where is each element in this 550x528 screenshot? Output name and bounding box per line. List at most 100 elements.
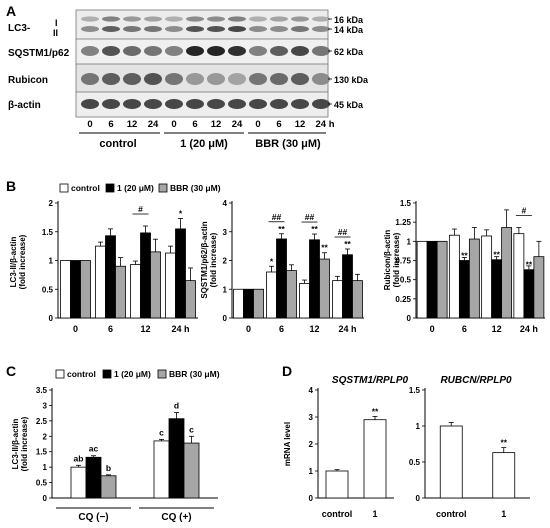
y-tick-label: 1: [43, 463, 48, 472]
y-tick-label: 1.5: [36, 448, 48, 457]
bar: [491, 259, 503, 319]
y-axis-title-unit: (fold increase): [20, 416, 29, 471]
bar: [253, 288, 264, 319]
significance-mark: **: [278, 224, 285, 234]
blot-band: [207, 73, 225, 85]
bar: [233, 288, 244, 319]
blot-band: [144, 73, 162, 85]
blot-band: [228, 26, 246, 32]
y-axis-title-unit: (fold increase): [209, 232, 218, 287]
legend-swatch-compound1: [105, 183, 115, 193]
y-axis-title: mRNA level: [283, 422, 292, 466]
significance-mark: *: [179, 209, 183, 219]
blot-group-bbr: BBR (30 μM): [255, 138, 321, 150]
panel-label-b: B: [6, 178, 16, 194]
blot-group-compound1: 1 (20 μM): [180, 138, 228, 150]
y-tick-label: 2.5: [36, 417, 48, 426]
y-tick-label: 2: [43, 432, 48, 441]
chart-3: 0 0.25 0.5 0.75 1 1.25 1.5 Rubicon/β-actin (fold…: [383, 199, 545, 334]
blot-time-label: 24: [148, 119, 159, 130]
x-tick-label: 6: [279, 324, 284, 334]
legend-swatch-control: [55, 369, 65, 379]
x-tick-label: CQ (−): [78, 512, 108, 523]
chart-title-sqstm1: SQSTM1/RPLP0: [332, 375, 409, 386]
y-tick-label: 2: [49, 199, 54, 208]
significance-letter: b: [106, 463, 111, 473]
bar: [80, 260, 91, 319]
blot-band: [249, 73, 267, 85]
y-tick-label: 0.5: [400, 276, 412, 285]
blot-band: [102, 73, 120, 85]
bar: [325, 470, 349, 499]
significance-mark: **: [344, 239, 351, 249]
blot-time-label: 0: [171, 119, 176, 130]
blot-time-label: 0: [255, 119, 260, 130]
y-tick-label: 1.5: [42, 228, 54, 237]
blot-band: [186, 16, 204, 22]
blot-band-mark-ii: II: [53, 28, 58, 38]
significance-mark: #: [138, 204, 143, 214]
x-tick-label: 0: [73, 324, 78, 334]
bar: [481, 235, 493, 319]
blot-time-label: 12: [211, 119, 222, 130]
y-tick-label: 3.5: [36, 386, 48, 395]
bar: [492, 452, 516, 499]
legend-label-compound1: 1 (20 μM): [117, 183, 154, 193]
significance-letter: c: [159, 427, 164, 437]
blot-band: [270, 26, 288, 32]
bar: [458, 260, 470, 319]
blot-band: [165, 73, 183, 85]
blot-band: [81, 73, 99, 85]
blot-band: [270, 99, 288, 109]
significance-mark: ##: [338, 227, 348, 237]
blot-band: [123, 46, 141, 56]
bar: [276, 238, 287, 319]
bar: [426, 240, 438, 319]
blot-band: [186, 26, 204, 32]
bar: [439, 425, 463, 499]
significance-letter: ab: [74, 453, 84, 463]
y-tick-label: 2: [309, 440, 314, 449]
y-tick-label: 1.5: [409, 386, 421, 395]
y-tick-label: 0.5: [42, 285, 54, 294]
y-tick-label: 2: [223, 257, 228, 266]
chart-6: 0 0.5 1 1.5 control 1 **: [409, 386, 530, 519]
bar: [185, 280, 196, 319]
blot-bands: [81, 16, 330, 109]
blot-strip-lc3: [75, 9, 329, 41]
y-tick-label: 0.25: [395, 295, 411, 304]
bar: [299, 283, 310, 319]
blot-time-label: 0: [87, 119, 92, 130]
x-tick-label: 24 h: [171, 324, 189, 334]
blot-group-control: control: [99, 138, 136, 150]
x-tick-label: 12: [492, 324, 502, 334]
blot-label-actin: β-actin: [8, 100, 41, 111]
y-tick-label: 1: [49, 257, 54, 266]
blot-band: [144, 16, 162, 22]
y-tick-label: 3: [43, 401, 48, 410]
blot-time-label: 12: [295, 119, 306, 130]
x-tick-label: 24 h: [338, 324, 356, 334]
blot-band: [186, 46, 204, 56]
blot-band: [144, 26, 162, 32]
blot-band: [249, 26, 267, 32]
blot-band: [249, 99, 267, 109]
x-tick-label: 6: [108, 324, 113, 334]
x-tick-label: CQ (+): [161, 512, 191, 523]
blot-time-label: 24 h: [315, 119, 334, 130]
bar: [416, 240, 428, 319]
blot-band: [291, 73, 309, 85]
bar: [332, 280, 343, 319]
bar: [60, 260, 71, 319]
panel-label-c: C: [6, 363, 16, 379]
significance-mark: **: [500, 438, 507, 448]
bar: [342, 254, 353, 319]
blot-band: [291, 16, 309, 22]
bar: [436, 240, 448, 319]
y-tick-label: 0.75: [395, 257, 411, 266]
blot-band: [123, 73, 141, 85]
legend-label-compound1: 1 (20 μM): [114, 369, 151, 379]
blot-band: [144, 99, 162, 109]
bar: [115, 265, 126, 319]
y-axis-title: LC3-II/β-actin: [9, 237, 18, 288]
